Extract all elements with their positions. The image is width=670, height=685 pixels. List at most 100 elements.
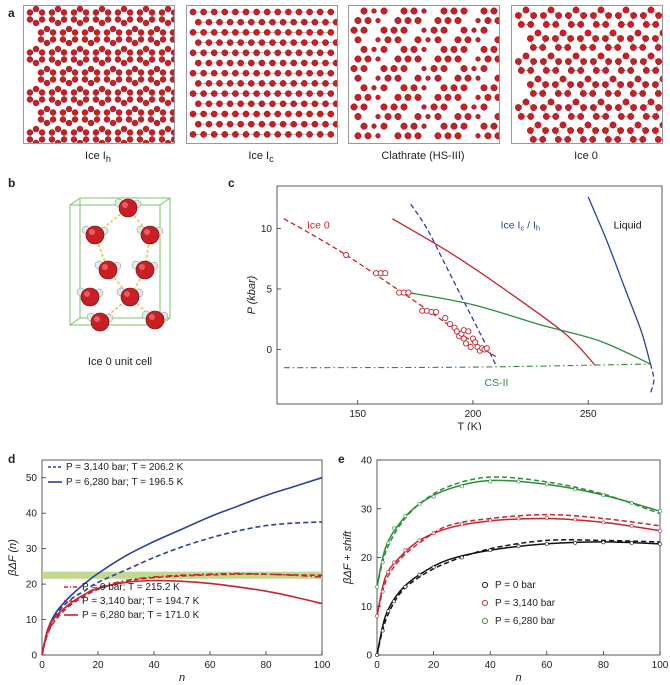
panel-letter-c: c xyxy=(228,176,235,190)
oxygen-atom xyxy=(440,7,448,15)
oxygen-atom xyxy=(263,8,271,16)
oxygen-atom xyxy=(350,65,358,73)
clathrate-lattice xyxy=(350,7,499,140)
oxygen-atom xyxy=(153,79,161,87)
oxygen-atom xyxy=(221,69,229,77)
y-axis-label: P (kbar) xyxy=(246,275,258,314)
oxygen-atom xyxy=(98,85,106,93)
oxygen-atom xyxy=(159,116,167,123)
x-tick-label: 40 xyxy=(148,660,160,671)
oxygen-atom xyxy=(169,76,174,83)
oxygen-atom xyxy=(316,90,324,97)
oxygen-atom xyxy=(131,79,139,87)
oxygen-atom xyxy=(589,12,597,19)
oxygen-atom xyxy=(253,29,260,36)
oxygen-atom xyxy=(158,136,166,143)
oxygen-atom xyxy=(38,56,46,63)
oxygen-atom xyxy=(547,52,555,60)
clathrate-structure xyxy=(348,5,500,144)
oxygen-atom xyxy=(290,18,297,26)
oxygen-atom xyxy=(421,104,427,110)
oxygen-atom xyxy=(354,55,362,63)
oxygen-atom xyxy=(54,6,62,13)
oxygen-atom xyxy=(120,6,128,13)
oxygen-atom xyxy=(131,65,139,73)
oxygen-atom xyxy=(659,121,662,129)
y-tick-label: 30 xyxy=(361,504,373,515)
oxygen-atom xyxy=(350,26,358,34)
oxygen-atom xyxy=(137,116,145,123)
oxygen-atom xyxy=(371,85,377,91)
oxygen-atom xyxy=(604,90,612,97)
oxygen-atom xyxy=(37,116,45,123)
x-tick-label: 20 xyxy=(428,660,440,671)
oxygen-atom xyxy=(120,125,128,133)
oxygen-atom xyxy=(237,100,245,108)
oxygen-atom xyxy=(115,116,123,123)
oxygen-atom xyxy=(375,56,381,62)
oxygen-atom xyxy=(279,120,287,128)
oxygen-atom xyxy=(629,136,637,143)
oxygen-atom xyxy=(380,122,388,130)
oxygen-atom xyxy=(654,44,662,51)
oxygen-atom xyxy=(232,110,239,118)
oxygen-atom xyxy=(464,36,472,44)
oxygen-atom xyxy=(153,105,161,113)
x-tick-label: 100 xyxy=(314,660,331,671)
oxygen-atom xyxy=(522,98,530,106)
oxygen-atom xyxy=(322,100,329,108)
oxygen-atom xyxy=(76,59,84,67)
oxygen-atom xyxy=(375,113,381,120)
oxygen-atom xyxy=(26,9,34,16)
oxygen-atom xyxy=(400,65,408,73)
oxygen-atom xyxy=(274,69,282,77)
oxygen-atom xyxy=(584,75,592,83)
oxygen-atom xyxy=(306,8,313,16)
oxygen-atom xyxy=(49,116,57,123)
y-tick-label: 20 xyxy=(361,553,373,564)
sample-point xyxy=(392,526,396,531)
oxygen-atom xyxy=(652,67,660,74)
oxygen-atom xyxy=(189,69,197,77)
oxygen-atom xyxy=(126,9,134,16)
oxygen-atom xyxy=(98,139,106,143)
oxygen-atom xyxy=(440,65,448,73)
oxygen-atom xyxy=(634,75,642,83)
oxygen-atom xyxy=(580,104,588,111)
oxygen-atom xyxy=(316,29,324,36)
oxygen-atom xyxy=(60,9,68,16)
oxygen-atom xyxy=(360,84,368,92)
oxygen-atom xyxy=(195,18,202,26)
oxygen-atom xyxy=(480,84,488,92)
oxygen-atom xyxy=(484,17,492,25)
oxygen-atom xyxy=(322,59,329,67)
oxygen-atom xyxy=(195,120,202,128)
oxygen-atom xyxy=(126,129,134,136)
simulation-point xyxy=(483,345,490,352)
ice-0-lattice xyxy=(514,6,662,143)
oxygen-atom xyxy=(480,103,488,111)
y-tick-label: 0 xyxy=(31,651,37,662)
oxygen-atom xyxy=(49,109,57,116)
water-molecule xyxy=(136,225,164,245)
oxygen-atom xyxy=(490,122,498,130)
oxygen-atom xyxy=(226,80,234,87)
oxygen-atom xyxy=(484,132,492,140)
oxygen-atom xyxy=(216,59,223,67)
oxygen-atom xyxy=(93,69,101,76)
x-tick-label: 60 xyxy=(204,660,216,671)
oxygen-atom xyxy=(542,21,550,28)
oxygen-atom xyxy=(642,67,650,74)
oxygen-atom xyxy=(647,98,655,106)
oxygen-atom xyxy=(136,129,144,136)
oxygen-atom xyxy=(242,49,250,57)
oxygen-atom xyxy=(630,58,638,65)
sample-point xyxy=(386,540,391,545)
region-label: CS-II xyxy=(484,377,508,389)
oxygen-atom xyxy=(38,9,46,16)
oxygen-atom xyxy=(109,25,117,33)
oxygen-atom xyxy=(170,136,174,143)
shifted-free-energy-curve xyxy=(376,476,661,587)
oxygen-atom xyxy=(54,99,62,107)
oxygen-atom xyxy=(279,80,287,87)
